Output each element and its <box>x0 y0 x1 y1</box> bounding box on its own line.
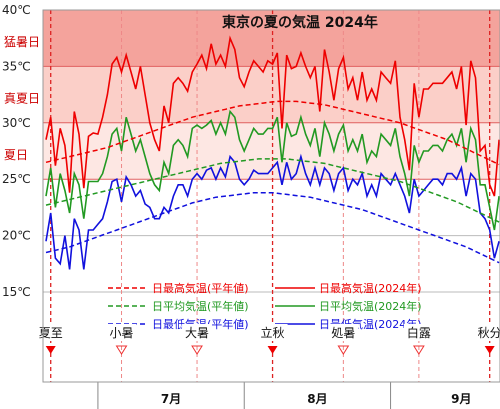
month-label-2: 9月 <box>451 392 471 406</box>
term-label-bg-3 <box>257 324 288 341</box>
band-1 <box>43 66 500 123</box>
ytick-label-40: 40℃ <box>2 3 31 17</box>
title-group: 東京の夏の気温 2024年 <box>222 14 378 31</box>
term-label-bg-6 <box>474 324 500 341</box>
term-label-3: 立秋 <box>261 325 285 340</box>
band-label-1: 真夏日 <box>4 91 40 105</box>
term-label-5: 白露 <box>407 325 431 340</box>
temperature-bands <box>43 10 500 180</box>
legend: 日最高気温(平年値)日平均気温(平年値)日最低気温(平年値)日最高気温(2024… <box>108 281 422 331</box>
solar-terms: 夏至 小暑 大暑 立秋 処暑 白露 秋分 <box>35 324 500 355</box>
band-label-0: 猛暑日 <box>4 35 40 49</box>
ytick-label-15: 15℃ <box>2 285 31 299</box>
legend-label-1-1: 日平均気温(2024年) <box>319 299 422 313</box>
term-label-bg-1 <box>106 324 137 341</box>
month-label-1: 8月 <box>307 392 327 406</box>
term-marker-3 <box>267 346 278 354</box>
band-0 <box>43 10 500 67</box>
legend-label-1-0: 日最高気温(2024年) <box>319 281 422 295</box>
term-label-1: 小暑 <box>110 326 134 340</box>
series-line-4 <box>45 158 500 223</box>
term-label-0: 夏至 <box>39 326 63 340</box>
plot-frame <box>42 9 500 383</box>
term-label-bg-5 <box>403 324 434 341</box>
series-line-0 <box>45 35 500 197</box>
ytick-label-35: 35℃ <box>2 59 31 73</box>
month-label-0: 7月 <box>161 392 181 406</box>
legend-label-0-0: 日最高気温(平年値) <box>152 281 249 295</box>
term-marker-0 <box>45 346 56 354</box>
series-line-1 <box>45 109 500 231</box>
band-label-2: 夏日 <box>4 148 28 162</box>
series-line-5 <box>45 191 500 264</box>
term-label-2: 大暑 <box>185 326 209 340</box>
ytick-label-20: 20℃ <box>2 229 31 243</box>
term-marker-1 <box>115 345 128 355</box>
chart-title: 東京の夏の気温 2024年 <box>222 14 378 31</box>
legend-label-0-1: 日平均気温(平年値) <box>152 299 249 313</box>
ytick-label-30: 30℃ <box>2 116 31 130</box>
term-label-4: 処暑 <box>331 326 355 340</box>
term-marker-6 <box>484 346 495 354</box>
term-label-bg-4 <box>328 324 359 341</box>
term-label-6: 秋分 <box>478 326 500 340</box>
term-marker-4 <box>337 345 350 355</box>
term-marker-5 <box>412 345 425 355</box>
ytick-label-25: 25℃ <box>2 172 31 186</box>
band-2 <box>43 122 500 180</box>
month-axis: 7月 8月 9月 <box>43 381 500 409</box>
series-line-3 <box>45 100 500 166</box>
term-marker-2 <box>191 345 203 355</box>
y-axis-labels: 40℃ 35℃ 30℃ 25℃ 20℃ 15℃ <box>2 3 31 299</box>
series-lines <box>45 35 500 270</box>
term-label-bg-2 <box>182 324 213 341</box>
